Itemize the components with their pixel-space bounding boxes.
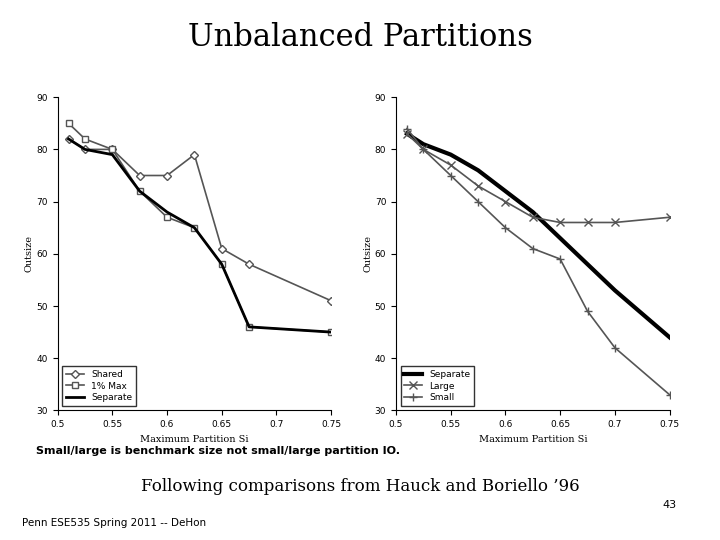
Small: [611, 345, 619, 351]
Small: [501, 225, 510, 231]
Large: [501, 198, 510, 205]
Y-axis label: Outsize: Outsize: [24, 235, 34, 272]
Small: [419, 146, 428, 153]
Shared: [327, 298, 336, 304]
X-axis label: Maximum Partition Si: Maximum Partition Si: [479, 435, 587, 444]
Shared: [135, 172, 144, 179]
Text: Small/large is benchmark size not small/large partition IO.: Small/large is benchmark size not small/…: [36, 446, 400, 456]
Separate: [446, 151, 455, 158]
Separate: [163, 209, 171, 215]
1% Max: [163, 214, 171, 220]
Text: Penn ESE535 Spring 2011 -- DeHon: Penn ESE535 Spring 2011 -- DeHon: [22, 518, 206, 529]
Shared: [217, 245, 226, 252]
Separate: [217, 261, 226, 267]
Line: 1% Max: 1% Max: [66, 120, 334, 335]
Small: [446, 172, 455, 179]
Small: [665, 392, 674, 398]
Legend: Shared, 1% Max, Separate: Shared, 1% Max, Separate: [62, 366, 136, 406]
Shared: [245, 261, 253, 267]
Separate: [108, 151, 117, 158]
Shared: [81, 146, 89, 153]
Separate: [245, 323, 253, 330]
Large: [402, 131, 411, 137]
Small: [528, 245, 537, 252]
Separate: [402, 131, 411, 137]
Separate: [665, 334, 674, 341]
Large: [611, 219, 619, 226]
Large: [528, 214, 537, 220]
Small: [583, 308, 592, 314]
Shared: [64, 136, 73, 142]
Line: Small: Small: [402, 124, 674, 399]
1% Max: [81, 136, 89, 142]
X-axis label: Maximum Partition Si: Maximum Partition Si: [140, 435, 248, 444]
Text: 43: 43: [662, 500, 677, 510]
Y-axis label: Outsize: Outsize: [363, 235, 372, 272]
Large: [419, 146, 428, 153]
Text: Following comparisons from Hauck and Boriello ’96: Following comparisons from Hauck and Bor…: [140, 478, 580, 495]
Text: Unbalanced Partitions: Unbalanced Partitions: [188, 22, 532, 52]
Separate: [64, 136, 73, 142]
Separate: [327, 329, 336, 335]
1% Max: [135, 188, 144, 194]
Line: Large: Large: [402, 130, 674, 227]
Shared: [163, 172, 171, 179]
Shared: [190, 151, 199, 158]
Separate: [556, 235, 564, 241]
Small: [402, 125, 411, 132]
Large: [446, 162, 455, 168]
Separate: [501, 188, 510, 194]
Separate: [474, 167, 482, 173]
Large: [474, 183, 482, 189]
Legend: Separate, Large, Small: Separate, Large, Small: [400, 366, 474, 406]
Shared: [108, 146, 117, 153]
Line: Separate: Separate: [68, 139, 331, 332]
1% Max: [108, 146, 117, 153]
Small: [556, 256, 564, 262]
Large: [583, 219, 592, 226]
Separate: [135, 188, 144, 194]
1% Max: [245, 323, 253, 330]
Separate: [81, 146, 89, 153]
Large: [665, 214, 674, 220]
Separate: [528, 209, 537, 215]
Separate: [190, 225, 199, 231]
1% Max: [217, 261, 226, 267]
Separate: [583, 261, 592, 267]
Large: [556, 219, 564, 226]
1% Max: [64, 120, 73, 126]
1% Max: [190, 225, 199, 231]
Separate: [419, 141, 428, 147]
Line: Separate: Separate: [407, 134, 670, 338]
Separate: [611, 287, 619, 294]
Line: Shared: Shared: [66, 136, 334, 303]
1% Max: [327, 329, 336, 335]
Small: [474, 198, 482, 205]
